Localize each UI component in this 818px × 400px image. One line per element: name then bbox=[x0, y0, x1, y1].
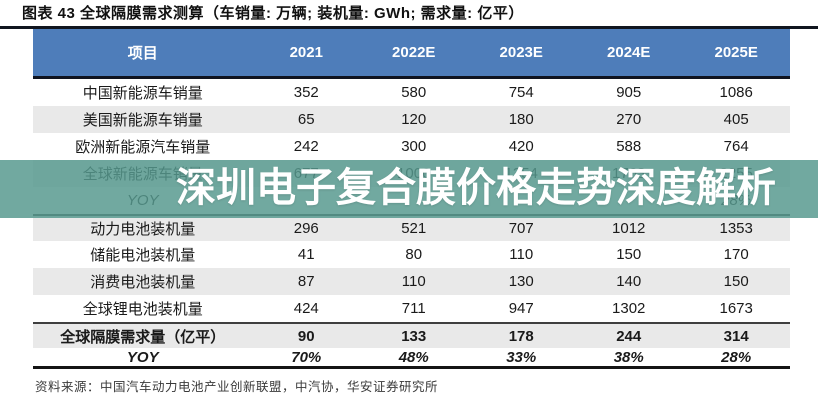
table-cell: 580 bbox=[401, 84, 427, 101]
table-row-europe-nev-sales: 欧洲新能源汽车销量 242 300 420 588 764 bbox=[33, 133, 790, 160]
table-cell: 133 bbox=[401, 327, 427, 345]
table-cell: 1302 bbox=[612, 300, 646, 317]
table-cell: 170 bbox=[723, 246, 749, 263]
watermark-overlay-band: 深圳电子复合膜价格走势深度解析 bbox=[0, 160, 818, 218]
table-cell: 764 bbox=[723, 138, 749, 155]
table-cell: 1673 bbox=[719, 300, 753, 317]
table-cell: 244 bbox=[616, 327, 642, 345]
table-cell: 242 bbox=[293, 138, 319, 155]
header-cell-2024e: 2024E bbox=[607, 44, 651, 61]
table-row-us-nev-sales: 美国新能源车销量 65 120 180 270 405 bbox=[33, 106, 790, 133]
table-cell: 420 bbox=[508, 138, 534, 155]
row-label: 储能电池装机量 bbox=[90, 247, 196, 264]
table-cell: 707 bbox=[508, 220, 534, 237]
table-cell: 314 bbox=[723, 327, 749, 345]
header-cell-2025e: 2025E bbox=[714, 44, 758, 61]
table-cell: 150 bbox=[723, 273, 749, 290]
table-cell: 130 bbox=[508, 273, 534, 290]
table-cell: 90 bbox=[297, 327, 315, 345]
table-cell: 110 bbox=[401, 273, 426, 290]
header-cell-project: 项目 bbox=[127, 45, 158, 62]
table-header-row: 项目 2021 2022E 2023E 2024E 2025E bbox=[33, 29, 790, 79]
table-cell: 521 bbox=[401, 220, 427, 237]
table-cell: 296 bbox=[293, 220, 319, 237]
row-label: 动力电池装机量 bbox=[90, 221, 196, 238]
table-cell: 905 bbox=[616, 84, 642, 101]
table-cell: 300 bbox=[401, 138, 427, 155]
table-row-power-battery-installs: 动力电池装机量 296 521 707 1012 1353 bbox=[33, 214, 790, 241]
figure-title: 图表 43 全球隔膜需求测算（车销量: 万辆; 装机量: GWh; 需求量: 亿… bbox=[22, 5, 524, 22]
table-cell: 28% bbox=[721, 348, 752, 366]
row-label: 全球锂电池装机量 bbox=[82, 301, 203, 318]
table-row-china-nev-sales: 中国新能源车销量 352 580 754 905 1086 bbox=[33, 79, 790, 106]
table-cell: 140 bbox=[616, 273, 642, 290]
table-cell: 110 bbox=[509, 246, 534, 263]
title-underline bbox=[0, 26, 818, 29]
table-row-storage-battery-installs: 储能电池装机量 41 80 110 150 170 bbox=[33, 241, 790, 268]
data-source-note: 资料来源：中国汽车动力电池产业创新联盟，中汽协，华安证券研究所 bbox=[35, 379, 439, 394]
table-cell: 947 bbox=[508, 300, 534, 317]
table-bottom-rule bbox=[33, 366, 790, 369]
table-row-global-li-battery-installs: 全球锂电池装机量 424 711 947 1302 1673 bbox=[33, 295, 790, 322]
table-cell: 711 bbox=[401, 300, 426, 317]
table-cell: 87 bbox=[297, 273, 315, 290]
header-cell-2023e: 2023E bbox=[499, 44, 543, 61]
table-cell: 1012 bbox=[612, 220, 646, 237]
table-cell: 80 bbox=[405, 246, 423, 263]
row-label: 中国新能源车销量 bbox=[82, 85, 203, 102]
table-row-separator-demand-yoy: YOY 70% 48% 33% 38% 28% bbox=[33, 348, 790, 366]
row-label: YOY bbox=[126, 348, 159, 366]
watermark-text: 深圳电子复合膜价格走势深度解析 bbox=[176, 166, 776, 210]
table-cell: 180 bbox=[508, 111, 534, 128]
table-cell: 150 bbox=[616, 246, 642, 263]
header-cell-2021: 2021 bbox=[289, 44, 323, 61]
table-cell: 754 bbox=[508, 84, 534, 101]
table-cell: 41 bbox=[297, 246, 315, 263]
row-label: 欧洲新能源汽车销量 bbox=[75, 139, 211, 156]
table-cell: 352 bbox=[293, 84, 319, 101]
row-label: 全球隔膜需求量（亿平） bbox=[60, 328, 226, 346]
table-cell: 588 bbox=[616, 138, 642, 155]
table-cell: 178 bbox=[508, 327, 534, 345]
row-label: 美国新能源车销量 bbox=[82, 112, 203, 129]
table-cell: 70% bbox=[291, 348, 322, 366]
row-label: 消费电池装机量 bbox=[90, 274, 196, 291]
header-cell-2022e: 2022E bbox=[392, 44, 436, 61]
table-cell: 270 bbox=[616, 111, 642, 128]
table-cell: 405 bbox=[723, 111, 749, 128]
table-cell: 424 bbox=[293, 300, 319, 317]
table-cell: 65 bbox=[297, 111, 315, 128]
table-cell: 33% bbox=[506, 348, 537, 366]
table-cell: 120 bbox=[401, 111, 427, 128]
table-cell: 1353 bbox=[719, 220, 753, 237]
table-cell: 48% bbox=[398, 348, 429, 366]
table-cell: 38% bbox=[613, 348, 644, 366]
table-row-global-separator-demand: 全球隔膜需求量（亿平） 90 133 178 244 314 bbox=[33, 322, 790, 348]
table-row-consumer-battery-installs: 消费电池装机量 87 110 130 140 150 bbox=[33, 268, 790, 295]
table-cell: 1086 bbox=[719, 84, 753, 101]
